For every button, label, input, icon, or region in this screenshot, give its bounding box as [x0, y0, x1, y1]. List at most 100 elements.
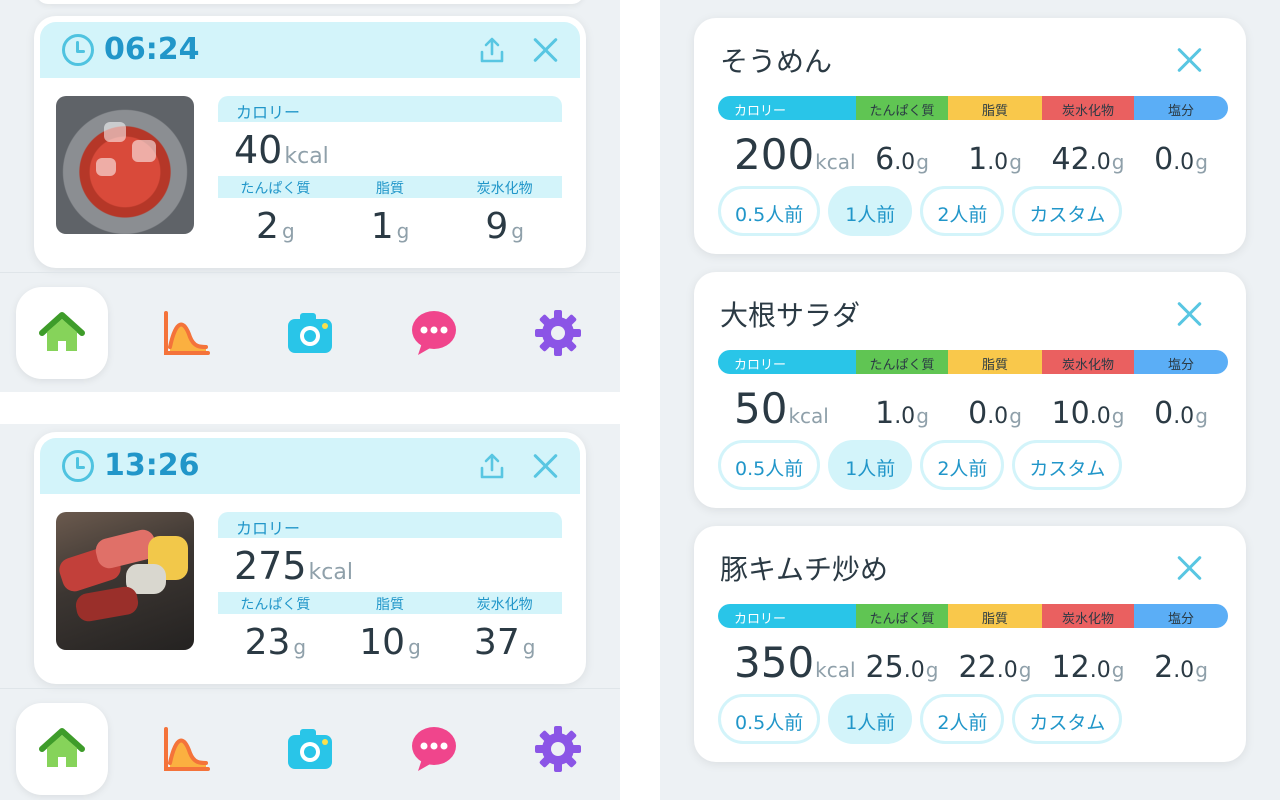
close-icon[interactable]	[532, 36, 560, 64]
carbs-label: 炭水化物	[1042, 96, 1134, 120]
nutrient-values: 200kcal 6.0g 1.0g 42.0g 0.0g	[718, 130, 1228, 186]
nav-home-button[interactable]	[16, 703, 108, 795]
carbs-label: 炭水化物	[476, 597, 533, 613]
share-icon[interactable]	[478, 36, 506, 64]
portion-one-button[interactable]: 1人前	[828, 694, 913, 744]
portion-one-button[interactable]: 1人前	[828, 186, 913, 236]
portion-options: 0.5人前 1人前 2人前 カスタム	[718, 186, 1123, 236]
macro-values: 23 g 10 g 37 g	[218, 622, 562, 663]
close-icon[interactable]	[1176, 46, 1204, 74]
calorie-value: 200kcal	[734, 130, 856, 179]
calorie-value: 275kcal	[234, 544, 353, 588]
meal-log-screen-2: 13:26 カロリー 275kcal たんぱく質 脂質 炭水化物 23 g 10 g…	[0, 424, 620, 800]
protein-label: たんぱく質	[856, 604, 948, 628]
home-icon	[39, 728, 85, 767]
close-icon[interactable]	[532, 452, 560, 480]
portion-half-button[interactable]: 0.5人前	[718, 694, 821, 744]
meal-card-header: 06:24	[40, 22, 580, 78]
portion-half-button[interactable]: 0.5人前	[718, 186, 821, 236]
protein-label: たんぱく質	[240, 597, 311, 613]
clock-icon	[62, 34, 94, 66]
food-name: そうめん	[720, 45, 833, 78]
food-item-list: そうめん カロリー たんぱく質 脂質 炭水化物 塩分 200kcal 6.0g …	[660, 0, 1280, 800]
portion-two-button[interactable]: 2人前	[920, 694, 1005, 744]
fat-value: 22.0g	[958, 650, 1032, 685]
nutrient-label-bar: カロリー たんぱく質 脂質 炭水化物 塩分	[718, 350, 1228, 374]
salt-label: 塩分	[1134, 350, 1228, 374]
chat-icon[interactable]	[410, 725, 458, 773]
portion-custom-button[interactable]: カスタム	[1012, 186, 1123, 236]
portion-options: 0.5人前 1人前 2人前 カスタム	[718, 694, 1123, 744]
nutrient-values: 50kcal 1.0g 0.0g 10.0g 0.0g	[718, 384, 1228, 440]
protein-label: たんぱく質	[240, 181, 311, 197]
camera-icon[interactable]	[286, 725, 334, 773]
portion-custom-button[interactable]: カスタム	[1012, 440, 1123, 490]
portion-custom-button[interactable]: カスタム	[1012, 694, 1123, 744]
close-icon[interactable]	[1176, 554, 1204, 582]
chart-icon[interactable]	[162, 309, 210, 357]
portion-two-button[interactable]: 2人前	[920, 440, 1005, 490]
carbs-value: 37 g	[473, 622, 536, 663]
protein-value: 1.0g	[875, 396, 929, 431]
calorie-label: カロリー	[718, 604, 856, 628]
gear-icon[interactable]	[534, 725, 582, 773]
chart-icon[interactable]	[162, 725, 210, 773]
close-icon[interactable]	[1176, 300, 1204, 328]
calorie-value: 50kcal	[734, 384, 829, 433]
carbs-label: 炭水化物	[1042, 604, 1134, 628]
carbs-label: 炭水化物	[1042, 350, 1134, 374]
fat-value: 10 g	[359, 622, 421, 663]
protein-value: 23 g	[244, 622, 307, 663]
calorie-value: 350kcal	[734, 638, 856, 687]
fat-label: 脂質	[376, 181, 404, 197]
meal-photo[interactable]	[56, 96, 194, 234]
salt-label: 塩分	[1134, 604, 1228, 628]
camera-icon[interactable]	[286, 309, 334, 357]
share-icon[interactable]	[478, 452, 506, 480]
carbs-value: 10.0g	[1051, 396, 1125, 431]
nutrient-values: 350kcal 25.0g 22.0g 12.0g 2.0g	[718, 638, 1228, 694]
home-icon	[39, 312, 85, 351]
calorie-label: カロリー	[218, 96, 562, 122]
salt-value: 0.0g	[1154, 396, 1208, 431]
meal-photo[interactable]	[56, 512, 194, 650]
protein-label: たんぱく質	[856, 350, 948, 374]
portion-one-button[interactable]: 1人前	[828, 440, 913, 490]
macro-labels: たんぱく質 脂質 炭水化物	[218, 176, 562, 198]
bottom-nav	[0, 272, 620, 392]
salt-value: 0.0g	[1154, 142, 1208, 177]
food-card[interactable]: 豚キムチ炒め カロリー たんぱく質 脂質 炭水化物 塩分 350kcal 25.…	[694, 526, 1246, 762]
protein-value: 6.0g	[875, 142, 929, 177]
food-card[interactable]: そうめん カロリー たんぱく質 脂質 炭水化物 塩分 200kcal 6.0g …	[694, 18, 1246, 254]
carbs-value: 12.0g	[1051, 650, 1125, 685]
food-name: 大根サラダ	[720, 299, 861, 332]
portion-options: 0.5人前 1人前 2人前 カスタム	[718, 440, 1123, 490]
fat-label: 脂質	[948, 350, 1042, 374]
salt-label: 塩分	[1134, 96, 1228, 120]
gear-icon[interactable]	[534, 309, 582, 357]
carbs-label: 炭水化物	[476, 181, 533, 197]
portion-half-button[interactable]: 0.5人前	[718, 440, 821, 490]
food-card[interactable]: 大根サラダ カロリー たんぱく質 脂質 炭水化物 塩分 50kcal 1.0g …	[694, 272, 1246, 508]
fat-value: 1.0g	[968, 142, 1022, 177]
calorie-label: カロリー	[718, 350, 856, 374]
chat-icon[interactable]	[410, 309, 458, 357]
nav-home-button[interactable]	[16, 287, 108, 379]
fat-label: 脂質	[948, 604, 1042, 628]
protein-value: 25.0g	[865, 650, 939, 685]
food-name: 豚キムチ炒め	[720, 553, 889, 586]
calorie-value: 40kcal	[234, 128, 329, 172]
bottom-nav	[0, 688, 620, 800]
meal-card[interactable]: 13:26 カロリー 275kcal たんぱく質 脂質 炭水化物 23 g 10 g…	[34, 432, 586, 684]
macro-labels: たんぱく質 脂質 炭水化物	[218, 592, 562, 614]
protein-label: たんぱく質	[856, 96, 948, 120]
portion-two-button[interactable]: 2人前	[920, 186, 1005, 236]
nutrient-label-bar: カロリー たんぱく質 脂質 炭水化物 塩分	[718, 96, 1228, 120]
meal-time: 13:26	[104, 448, 200, 483]
fat-label: 脂質	[376, 597, 404, 613]
